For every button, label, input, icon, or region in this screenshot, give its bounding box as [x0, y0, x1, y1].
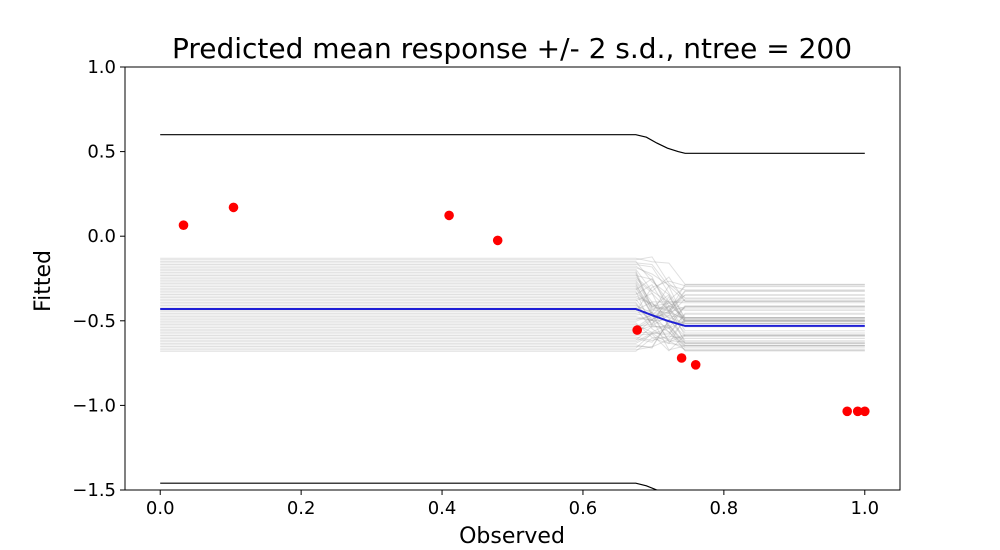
- tree-line: [160, 314, 865, 324]
- tree-line: [160, 264, 865, 318]
- tree-line: [160, 286, 865, 321]
- tree-line: [160, 292, 865, 313]
- y-axis-label: Fitted: [31, 250, 56, 312]
- tree-line: [160, 333, 865, 352]
- y-tick-label: −0.5: [72, 311, 116, 332]
- tree-line: [160, 334, 865, 351]
- tree-line: [160, 305, 865, 327]
- tree-line: [160, 262, 865, 321]
- tree-line: [160, 260, 865, 324]
- tree-line: [160, 270, 865, 332]
- observed-point: [690, 360, 701, 370]
- observed-point: [632, 325, 642, 335]
- y-tick-label: −1.5: [72, 480, 116, 501]
- tree-line: [160, 282, 865, 343]
- observed-point: [842, 406, 852, 417]
- mean-line: [160, 308, 865, 327]
- tree-line: [160, 286, 865, 319]
- y-tick-label: 1.0: [87, 57, 116, 78]
- tree-line: [160, 303, 865, 352]
- tree-line: [160, 323, 865, 344]
- tree-line: [160, 317, 865, 352]
- tree-line: [160, 300, 865, 311]
- x-axis-ticks: 0.0 0.2 0.4 0.6 0.8 1.0: [146, 490, 879, 519]
- tree-line: [160, 280, 865, 313]
- tree-line: [160, 335, 865, 342]
- observed-point: [492, 235, 503, 246]
- x-tick-label: 0.2: [287, 498, 316, 519]
- band-lines: [160, 134, 865, 490]
- x-tick-label: 0.8: [710, 498, 739, 519]
- tree-line: [160, 292, 865, 321]
- tree-line: [160, 298, 865, 332]
- tree-line: [160, 276, 865, 302]
- tree-line: [160, 306, 865, 333]
- observed-point: [178, 220, 189, 230]
- x-tick-label: 0.6: [569, 498, 598, 519]
- tree-line: [160, 275, 865, 304]
- observed-point: [852, 406, 863, 417]
- tree-line: [160, 295, 865, 325]
- tree-line: [160, 281, 865, 310]
- tree-line: [160, 295, 865, 342]
- y-tick-label: 0.5: [87, 142, 116, 163]
- observed-point: [444, 210, 454, 221]
- tree-line: [160, 277, 865, 308]
- tree-line: [160, 325, 865, 349]
- tree-line: [160, 284, 865, 335]
- observed-point: [228, 202, 239, 213]
- y-tick-label: −1.0: [72, 395, 116, 416]
- tree-line: [160, 290, 865, 347]
- tree-line: [160, 271, 865, 347]
- chart-title: Predicted mean response +/- 2 s.d., ntre…: [172, 32, 852, 65]
- lower-band-line: [160, 482, 659, 490]
- mean-line-group: [160, 308, 865, 327]
- tree-line: [160, 318, 865, 351]
- tree-line: [160, 312, 865, 343]
- tree-line: [160, 309, 865, 334]
- tree-line: [160, 287, 865, 319]
- tree-line: [160, 316, 865, 329]
- tree-line: [160, 332, 865, 349]
- y-tick-label: 0.0: [87, 226, 116, 247]
- tree-line: [160, 285, 865, 314]
- tree-line: [160, 306, 865, 349]
- tree-line: [160, 278, 865, 352]
- x-tick-label: 0.0: [146, 498, 175, 519]
- tree-line: [160, 268, 865, 322]
- tree-line: [160, 320, 865, 348]
- tree-line: [160, 265, 865, 344]
- x-tick-label: 0.4: [428, 498, 457, 519]
- plot-frame: [124, 66, 901, 491]
- tree-line: [160, 312, 865, 343]
- tree-line: [160, 305, 865, 336]
- observed-point: [860, 406, 870, 417]
- tree-line: [160, 298, 865, 321]
- tree-line: [160, 257, 865, 285]
- tree-line: [160, 313, 865, 334]
- plot-area: [160, 134, 870, 490]
- tree-line: [160, 284, 865, 314]
- tree-line: [160, 279, 865, 345]
- x-tick-label: 1.0: [850, 498, 879, 519]
- tree-lines: [160, 256, 865, 352]
- tree-line: [160, 290, 865, 312]
- y-axis-ticks: 1.0 0.5 0.0 −0.5 −1.0 −1.5: [72, 57, 125, 501]
- observed-point: [676, 353, 687, 363]
- tree-line: [160, 306, 865, 338]
- tree-line: [160, 267, 865, 291]
- tree-line: [160, 320, 865, 339]
- x-axis-label: Observed: [459, 524, 565, 549]
- tree-line: [160, 290, 865, 329]
- upper-band-line: [160, 134, 865, 154]
- observed-points: [178, 202, 870, 417]
- tree-line: [160, 256, 865, 299]
- tree-line: [160, 304, 865, 321]
- tree-line: [160, 284, 865, 337]
